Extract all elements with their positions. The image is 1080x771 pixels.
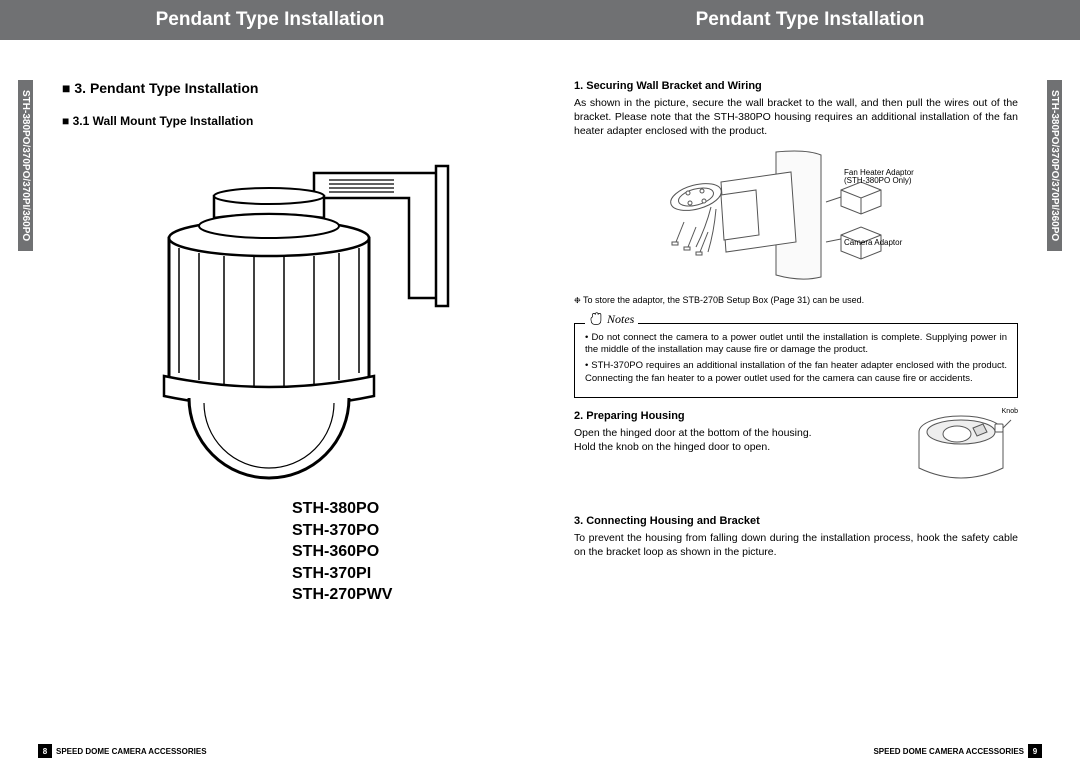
content-area: STH-380PO/370PO/370PI/360PO STH-380PO/37… xyxy=(0,40,1080,731)
subsection-title-text: Wall Mount Type Installation xyxy=(93,114,254,128)
dome-camera-svg xyxy=(104,148,464,488)
bracket-diagram: Fan Heater Adaptor (STH-380PO Only) Came… xyxy=(574,147,1018,287)
page-header: Pendant Type Installation Pendant Type I… xyxy=(0,0,1080,40)
model-item: STH-360PO xyxy=(292,541,506,563)
subsection-num: 3.1 xyxy=(73,114,90,128)
subsection-title: 3.1 Wall Mount Type Installation xyxy=(62,114,506,128)
camera-illustration xyxy=(62,148,506,488)
footnote: To store the adaptor, the STB-270B Setup… xyxy=(574,295,1018,305)
hand-icon xyxy=(589,312,603,326)
notes-item: STH-370PO requires an additional install… xyxy=(585,360,1007,385)
right-page: 1. Securing Wall Bracket and Wiring As s… xyxy=(540,40,1080,731)
step2-title: 2. Preparing Housing xyxy=(574,410,901,422)
knob-label: Knob xyxy=(1002,408,1018,415)
page-num-left: 8 xyxy=(38,744,52,758)
footer-text-left: SPEED DOME CAMERA ACCESSORIES xyxy=(56,747,207,756)
step1-title: 1. Securing Wall Bracket and Wiring xyxy=(574,80,1018,92)
step1-body: As shown in the picture, secure the wall… xyxy=(574,96,1018,139)
model-list: STH-380PO STH-370PO STH-360PO STH-370PI … xyxy=(292,498,506,606)
section-title: 3. Pendant Type Installation xyxy=(62,80,506,96)
footer-left: 8 SPEED DOME CAMERA ACCESSORIES xyxy=(0,731,540,771)
step3: 3. Connecting Housing and Bracket To pre… xyxy=(574,515,1018,559)
model-item: STH-270PWV xyxy=(292,584,506,606)
header-title-left: Pendant Type Installation xyxy=(0,0,540,40)
left-page: 3. Pendant Type Installation 3.1 Wall Mo… xyxy=(0,40,540,731)
step3-title: 3. Connecting Housing and Bracket xyxy=(574,515,1018,527)
notes-item: Do not connect the camera to a power out… xyxy=(585,332,1007,357)
housing-diagram: Knob xyxy=(913,410,1018,505)
header-title-right: Pendant Type Installation xyxy=(540,0,1080,40)
bracket-svg xyxy=(626,147,966,287)
footer: 8 SPEED DOME CAMERA ACCESSORIES SPEED DO… xyxy=(0,731,1080,771)
step3-body: To prevent the housing from falling down… xyxy=(574,531,1018,559)
step2-row: 2. Preparing Housing Open the hinged doo… xyxy=(574,410,1018,505)
section-num: 3. xyxy=(74,80,86,96)
footer-right: SPEED DOME CAMERA ACCESSORIES 9 xyxy=(540,731,1080,771)
model-item: STH-380PO xyxy=(292,498,506,520)
housing-svg xyxy=(913,410,1018,500)
adaptor-label-1: Fan Heater Adaptor (STH-380PO Only) xyxy=(844,169,924,187)
notes-label: Notes xyxy=(585,312,638,327)
notes-box: Notes Do not connect the camera to a pow… xyxy=(574,323,1018,398)
step2-body2: Hold the knob on the hinged door to open… xyxy=(574,440,901,454)
adaptor-label-2: Camera Adaptor xyxy=(844,239,902,248)
notes-label-text: Notes xyxy=(607,312,634,327)
step2-body1: Open the hinged door at the bottom of th… xyxy=(574,426,901,440)
model-item: STH-370PI xyxy=(292,563,506,585)
page-num-right: 9 xyxy=(1028,744,1042,758)
model-item: STH-370PO xyxy=(292,520,506,542)
section-title-text: Pendant Type Installation xyxy=(90,80,259,96)
footer-text-right: SPEED DOME CAMERA ACCESSORIES xyxy=(873,747,1024,756)
